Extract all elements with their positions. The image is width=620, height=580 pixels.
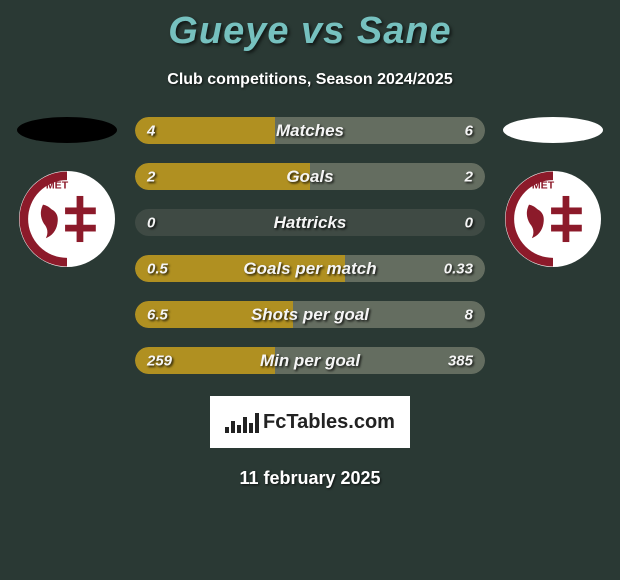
bar-label: Goals [286, 167, 333, 187]
bar-fill-left [135, 163, 310, 190]
fctables-minibar [225, 427, 229, 433]
metz-badge-icon: MET [19, 171, 115, 267]
bar-label: Hattricks [274, 213, 347, 233]
stats-bars: 4 6 Matches 2 2 Goals 0 0 Hattricks 0.5 0.33 Goals … [135, 117, 485, 374]
stat-bar: 2 2 Goals [135, 163, 485, 190]
stat-bar: 6.5 8 Shots per goal [135, 301, 485, 328]
fctables-minibar [255, 413, 259, 433]
player-ellipse-left [17, 117, 117, 143]
bar-value-right: 385 [448, 352, 473, 369]
bar-value-right: 0 [465, 214, 473, 231]
bar-value-left: 6.5 [147, 306, 168, 323]
right-side: MET [503, 117, 603, 267]
bar-label: Min per goal [260, 351, 360, 371]
left-side: MET [17, 117, 117, 267]
bar-value-left: 2 [147, 168, 155, 185]
player-ellipse-right [503, 117, 603, 143]
bar-fill-left [135, 117, 275, 144]
bar-label: Shots per goal [251, 305, 369, 325]
club-badge-left: MET [19, 171, 115, 267]
bar-value-right: 8 [465, 306, 473, 323]
metz-badge-icon: MET [505, 171, 601, 267]
svg-text:MET: MET [46, 179, 69, 191]
fctables-minibar [243, 417, 247, 433]
svg-text:MET: MET [532, 179, 555, 191]
fctables-minibar [249, 423, 253, 433]
bar-label: Matches [276, 121, 344, 141]
fctables-minibar [237, 425, 241, 433]
stat-bar: 0.5 0.33 Goals per match [135, 255, 485, 282]
stat-bar: 0 0 Hattricks [135, 209, 485, 236]
bar-value-right: 6 [465, 122, 473, 139]
club-badge-right: MET [505, 171, 601, 267]
fctables-text: FcTables.com [263, 411, 395, 434]
subtitle: Club competitions, Season 2024/2025 [0, 71, 620, 89]
comparison-content: MET 4 6 Matches 2 2 Goals 0 0 Hattricks 0.5 0.33 Go… [0, 117, 620, 374]
fctables-watermark: FcTables.com [210, 396, 410, 448]
bar-value-left: 259 [147, 352, 172, 369]
bar-value-right: 0.33 [444, 260, 473, 277]
bar-value-left: 4 [147, 122, 155, 139]
page-title: Gueye vs Sane [0, 0, 620, 53]
fctables-chart-icon [225, 411, 259, 433]
bar-value-left: 0.5 [147, 260, 168, 277]
bar-value-right: 2 [465, 168, 473, 185]
bar-value-left: 0 [147, 214, 155, 231]
fctables-minibar [231, 421, 235, 433]
bar-label: Goals per match [243, 259, 376, 279]
stat-bar: 4 6 Matches [135, 117, 485, 144]
date-label: 11 february 2025 [0, 468, 620, 489]
stat-bar: 259 385 Min per goal [135, 347, 485, 374]
bar-fill-right [310, 163, 485, 190]
